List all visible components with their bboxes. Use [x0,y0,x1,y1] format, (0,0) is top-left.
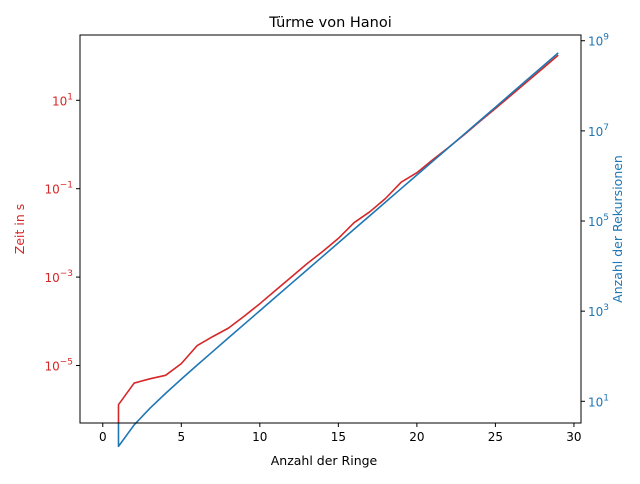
x-axis-label: Anzahl der Ringe [271,453,378,468]
x-tick-label: 5 [177,430,185,444]
x-tick-label: 25 [488,430,503,444]
y-right-tick-label: 103 [588,303,609,319]
y-axis-left-label: Zeit in s [12,204,27,254]
x-axis: 0 5 10 15 20 25 30 [99,423,582,444]
plot-lines [117,52,559,448]
series-line-recursions [117,52,559,448]
y-left-tick-label: 10−1 [44,181,73,197]
chart-title: Türme von Hanoi [268,15,392,31]
x-tick-label: 10 [252,430,267,444]
y-right-tick-label: 105 [588,213,609,229]
plot-frame [79,34,582,424]
x-tick-label: 20 [409,430,424,444]
y-axis-right-label: Anzahl der Rekursionen [610,155,625,303]
y-left-tick-label: 10−3 [44,269,73,285]
x-tick-label: 15 [331,430,346,444]
y-axis-left: 10−5 10−3 10−1 101 [44,92,80,373]
x-tick-label: 0 [99,430,107,444]
y-right-tick-label: 101 [588,393,609,409]
y-right-tick-label: 109 [588,33,609,49]
y-axis-right: 101 103 105 107 109 [581,33,609,409]
y-right-tick-label: 107 [588,123,609,139]
y-left-tick-label: 10−5 [44,357,73,373]
y-left-tick-label: 101 [52,92,73,108]
x-tick-label: 30 [566,430,581,444]
